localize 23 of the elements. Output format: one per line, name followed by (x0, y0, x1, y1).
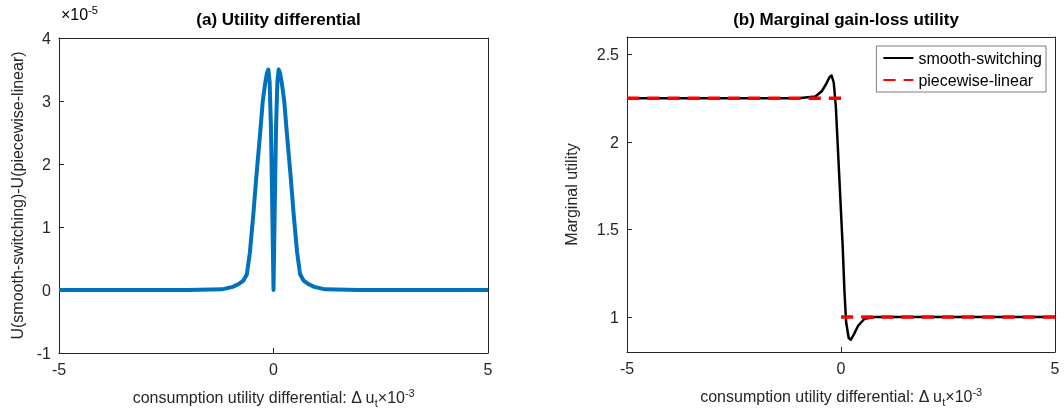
x-tick-label: 5 (1050, 359, 1060, 377)
line-series (57, 67, 490, 292)
chart-title: (b) Marginal gain-loss utility (733, 10, 960, 29)
legend-label: smooth-switching (918, 49, 1043, 67)
y-axis-title: Marginal utility (562, 143, 580, 246)
x-tick-label: 5 (483, 360, 493, 378)
x-tick-label: 0 (836, 359, 846, 377)
x-tick-label: -5 (51, 360, 67, 378)
legend-label: piecewise-linear (918, 71, 1034, 89)
x-tick-label: 0 (269, 360, 279, 378)
y-tick-label: -1 (36, 344, 52, 362)
y-tick-label: 1 (610, 308, 620, 326)
y-tick-label: 4 (42, 29, 52, 47)
y-tick-label: 2 (42, 155, 52, 173)
y-tick-label: 0 (42, 281, 52, 299)
y-axis-title: U(smooth-switching)-U(piecewise-linear) (8, 51, 26, 340)
x-tick-label: -5 (619, 359, 635, 377)
y-tick-label: 3 (42, 92, 52, 110)
chart-title: (a) Utility differential (196, 10, 361, 29)
y-tick-label: 2 (610, 133, 620, 151)
y-tick-label: 2.5 (596, 46, 620, 63)
y-tick-label: 1.5 (596, 221, 620, 238)
y-tick-label: 1 (42, 218, 52, 236)
